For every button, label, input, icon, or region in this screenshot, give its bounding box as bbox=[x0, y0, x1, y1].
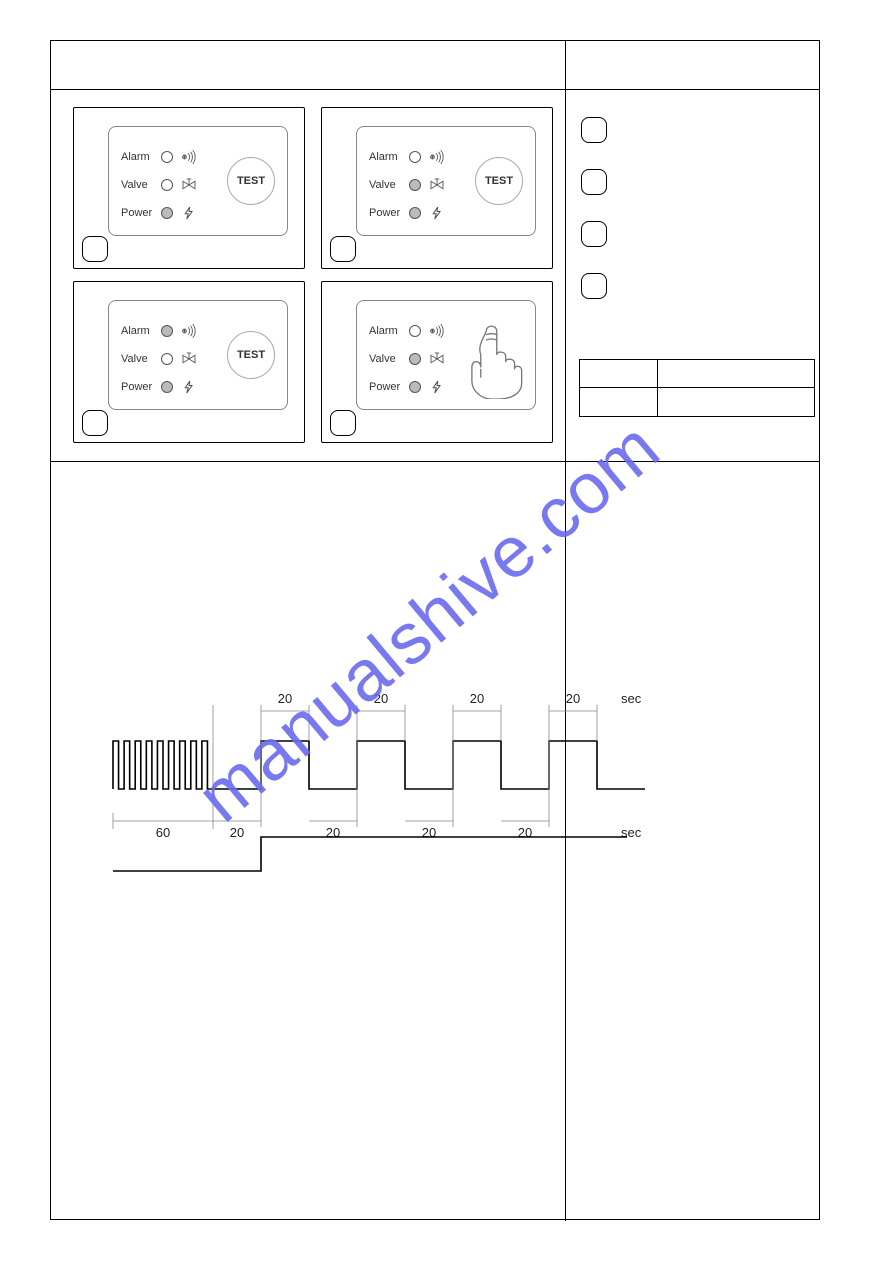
dim-label: 20 bbox=[230, 825, 244, 840]
power-led bbox=[409, 207, 421, 219]
indicator-row: Power bbox=[121, 373, 221, 401]
bolt-icon bbox=[427, 206, 447, 220]
dim-label: 20 bbox=[374, 691, 388, 706]
step-box bbox=[581, 169, 607, 195]
panel-card: Alarm Valve Power TEST bbox=[321, 107, 553, 269]
alarm-led bbox=[409, 151, 421, 163]
dim-label: 60 bbox=[156, 825, 170, 840]
test-button[interactable]: TEST bbox=[475, 157, 523, 205]
test-button[interactable]: TEST bbox=[227, 331, 275, 379]
rule-vertical-top bbox=[565, 41, 566, 461]
indicator-row: Power bbox=[121, 199, 221, 227]
rule-header bbox=[51, 89, 819, 90]
alarm-led bbox=[161, 151, 173, 163]
card-number-box bbox=[330, 410, 356, 436]
device-panel: Alarm Valve Power TEST bbox=[356, 126, 536, 236]
sound-icon bbox=[179, 324, 199, 338]
bolt-icon bbox=[179, 206, 199, 220]
indicator-row: Valve bbox=[121, 171, 221, 199]
indicator-label: Valve bbox=[121, 179, 155, 191]
alarm-led bbox=[161, 325, 173, 337]
indicator-row: Alarm bbox=[121, 317, 221, 345]
bolt-icon bbox=[427, 380, 447, 394]
indicator-row: Alarm bbox=[121, 143, 221, 171]
sound-icon bbox=[427, 324, 447, 338]
indicator-label: Power bbox=[121, 381, 155, 393]
valve-icon bbox=[427, 178, 447, 192]
step-box bbox=[581, 273, 607, 299]
dim-label: 20 bbox=[470, 691, 484, 706]
indicator-label: Power bbox=[121, 207, 155, 219]
valve-icon bbox=[179, 178, 199, 192]
card-number-box bbox=[82, 410, 108, 436]
power-led bbox=[161, 207, 173, 219]
press-finger-icon bbox=[459, 319, 531, 399]
valve-led bbox=[161, 353, 173, 365]
indicator-label: Alarm bbox=[369, 325, 403, 337]
waveform-lower bbox=[113, 837, 627, 871]
device-panel: Alarm Valve Power TEST bbox=[108, 126, 288, 236]
indicator-row: Valve bbox=[121, 345, 221, 373]
spec-table bbox=[579, 359, 815, 417]
panel-card: Alarm Valve Power TEST bbox=[73, 107, 305, 269]
card-number-box bbox=[82, 236, 108, 262]
indicator-label: Valve bbox=[369, 179, 403, 191]
power-led bbox=[409, 381, 421, 393]
indicator-label: Power bbox=[369, 381, 403, 393]
unit-label: sec bbox=[621, 691, 642, 706]
indicator-row: Valve bbox=[369, 345, 469, 373]
step-box bbox=[581, 221, 607, 247]
dim-label: 20 bbox=[278, 691, 292, 706]
indicator-label: Power bbox=[369, 207, 403, 219]
panel-card: Alarm Valve Power TEST bbox=[73, 281, 305, 443]
indicator-row: Power bbox=[369, 373, 469, 401]
step-box bbox=[581, 117, 607, 143]
dim-label: 20 bbox=[566, 691, 580, 706]
indicator-label: Alarm bbox=[121, 151, 155, 163]
sound-icon bbox=[179, 150, 199, 164]
indicator-label: Alarm bbox=[369, 151, 403, 163]
page-frame: Alarm Valve Power TESTAlarm Valve Power … bbox=[50, 40, 820, 1220]
card-number-box bbox=[330, 236, 356, 262]
indicator-row: Power bbox=[369, 199, 469, 227]
rule-horizontal-mid bbox=[51, 461, 819, 462]
valve-led bbox=[409, 179, 421, 191]
test-button[interactable]: TEST bbox=[227, 157, 275, 205]
indicator-label: Valve bbox=[121, 353, 155, 365]
valve-led bbox=[409, 353, 421, 365]
timing-chart: 20202020sec6020202020sec bbox=[93, 661, 523, 921]
device-panel: Alarm Valve Power TEST bbox=[108, 300, 288, 410]
device-panel: Alarm Valve Power bbox=[356, 300, 536, 410]
bolt-icon bbox=[179, 380, 199, 394]
rule-vertical-bottom bbox=[565, 461, 566, 1221]
sound-icon bbox=[427, 150, 447, 164]
panel-card: Alarm Valve Power bbox=[321, 281, 553, 443]
indicator-row: Alarm bbox=[369, 317, 469, 345]
indicator-label: Alarm bbox=[121, 325, 155, 337]
alarm-led bbox=[409, 325, 421, 337]
power-led bbox=[161, 381, 173, 393]
valve-icon bbox=[179, 352, 199, 366]
indicator-row: Valve bbox=[369, 171, 469, 199]
valve-icon bbox=[427, 352, 447, 366]
indicator-row: Alarm bbox=[369, 143, 469, 171]
indicator-label: Valve bbox=[369, 353, 403, 365]
valve-led bbox=[161, 179, 173, 191]
